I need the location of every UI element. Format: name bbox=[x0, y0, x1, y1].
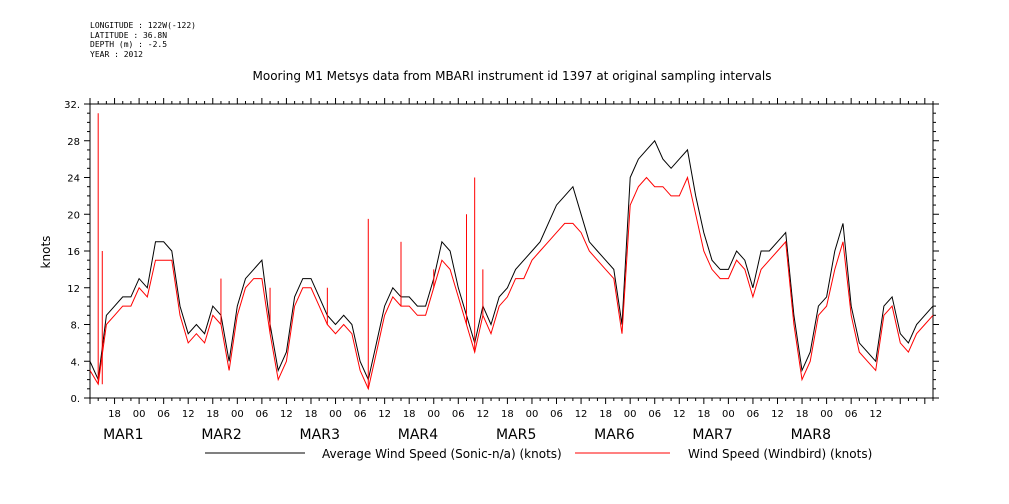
x-hour-label: 18 bbox=[501, 409, 514, 420]
x-hour-label: 00 bbox=[133, 409, 146, 420]
y-tick-label: 16 bbox=[67, 247, 80, 258]
x-month-label: MAR bbox=[398, 427, 430, 443]
y-tick-label: 4. bbox=[70, 357, 80, 368]
x-month-label: MAR bbox=[496, 427, 528, 443]
x-hour-label: 12 bbox=[476, 409, 489, 420]
series-line-windbird bbox=[89, 175, 934, 391]
plot-frame bbox=[89, 103, 934, 399]
x-month-label: MAR bbox=[791, 427, 823, 443]
x-month-label: MAR bbox=[300, 427, 332, 443]
x-day-label: 7 bbox=[724, 427, 733, 443]
y-tick-label: 12 bbox=[67, 284, 80, 295]
x-hour-label: 18 bbox=[697, 409, 710, 420]
x-hour-label: 12 bbox=[869, 409, 882, 420]
year-label: YEAR : 2012 bbox=[90, 49, 143, 59]
chart-title: Mooring M1 Metsys data from MBARI instru… bbox=[253, 69, 772, 83]
x-hour-label: 00 bbox=[722, 409, 735, 420]
x-month-label: MAR bbox=[692, 427, 724, 443]
series-line-average-wind bbox=[89, 139, 934, 382]
x-day-label: 6 bbox=[626, 427, 635, 443]
x-hour-label: 00 bbox=[526, 409, 539, 420]
y-tick-label: 32. bbox=[64, 100, 80, 111]
x-day-label: 5 bbox=[528, 427, 537, 443]
legend: Average Wind Speed (Sonic-n/a) (knots) W… bbox=[205, 447, 872, 461]
x-hour-label: 18 bbox=[403, 409, 416, 420]
x-hour-label: 12 bbox=[673, 409, 686, 420]
x-day-label: 4 bbox=[429, 427, 438, 443]
x-hour-label: 18 bbox=[108, 409, 121, 420]
y-axis-ticks: 0. 4. 8. 12 16 20 24 28 32. bbox=[64, 100, 939, 405]
x-hour-label: 18 bbox=[599, 409, 612, 420]
x-hour-label: 00 bbox=[231, 409, 244, 420]
legend-label-windbird: Wind Speed (Windbird) (knots) bbox=[688, 447, 872, 461]
y-tick-label: 28 bbox=[67, 137, 80, 148]
y-tick-label: 8. bbox=[70, 321, 80, 332]
x-hour-label: 18 bbox=[206, 409, 219, 420]
longitude-label: LONGITUDE : 122W(-122) bbox=[90, 21, 196, 30]
x-hour-label: 06 bbox=[845, 409, 858, 420]
x-hour-label: 06 bbox=[550, 409, 563, 420]
x-hour-label: 12 bbox=[771, 409, 784, 420]
x-month-label: MAR bbox=[103, 427, 135, 443]
x-hour-label: 06 bbox=[747, 409, 760, 420]
depth-label: DEPTH (m) : -2.5 bbox=[90, 40, 168, 49]
x-hour-label: 12 bbox=[378, 409, 391, 420]
y-tick-label: 20 bbox=[67, 210, 80, 221]
x-hour-label: 00 bbox=[329, 409, 342, 420]
x-hour-label: 06 bbox=[256, 409, 269, 420]
x-month-label: MAR bbox=[201, 427, 233, 443]
y-tick-label: 24 bbox=[67, 174, 80, 185]
x-hour-label: 06 bbox=[648, 409, 661, 420]
x-day-label: 3 bbox=[331, 427, 340, 443]
x-hour-label: 06 bbox=[157, 409, 170, 420]
latitude-label: LATITUDE : 36.8N bbox=[90, 30, 168, 40]
x-hour-label: 00 bbox=[427, 409, 440, 420]
x-hour-label: 12 bbox=[280, 409, 293, 420]
x-hour-label: 06 bbox=[452, 409, 465, 420]
y-tick-label: 0. bbox=[70, 394, 80, 405]
x-month-label: MAR bbox=[594, 427, 626, 443]
x-hour-label: 12 bbox=[182, 409, 195, 420]
x-hour-label: 00 bbox=[624, 409, 637, 420]
x-axis-ticks: 18 00 06 12 18 00 06 12 18 00 06 12 18 00 06 12 18 00 06 12… bbox=[89, 98, 934, 443]
y-axis-label: knots bbox=[39, 236, 53, 269]
x-hour-label: 18 bbox=[305, 409, 318, 420]
series-layer bbox=[89, 113, 934, 391]
x-hour-label: 12 bbox=[575, 409, 588, 420]
x-day-label: 1 bbox=[135, 427, 144, 443]
x-hour-label: 06 bbox=[354, 409, 367, 420]
x-day-label: 8 bbox=[822, 427, 831, 443]
x-hour-label: 00 bbox=[820, 409, 833, 420]
x-day-label: 2 bbox=[233, 427, 242, 443]
metadata-block: LONGITUDE : 122W(-122) LATITUDE : 36.8N … bbox=[90, 21, 196, 59]
x-hour-label: 18 bbox=[796, 409, 809, 420]
legend-label-average: Average Wind Speed (Sonic-n/a) (knots) bbox=[322, 447, 562, 461]
